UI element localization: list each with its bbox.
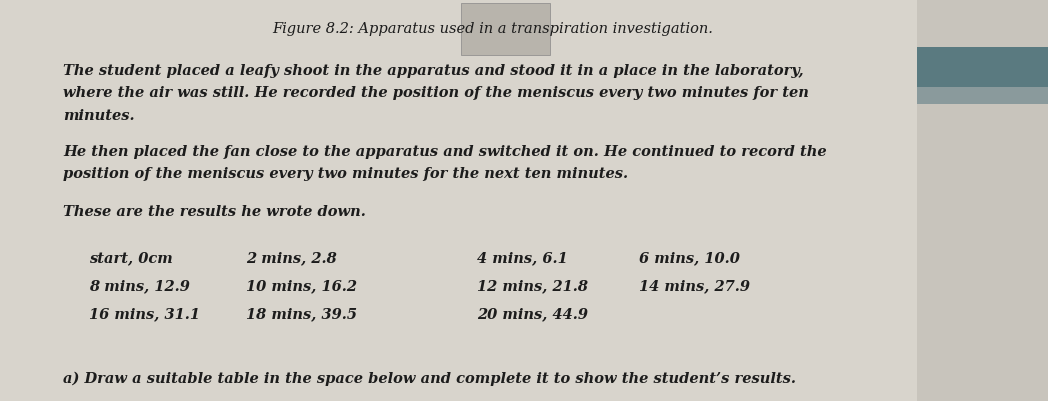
Text: The student placed a leafy shoot in the apparatus and stood it in a place in the: The student placed a leafy shoot in the … [63,64,804,78]
Text: 20 mins, 44.9: 20 mins, 44.9 [477,307,588,321]
Text: 12 mins, 21.8: 12 mins, 21.8 [477,279,588,293]
Text: start, 0cm: start, 0cm [89,251,173,265]
FancyBboxPatch shape [461,4,550,56]
Text: 4 mins, 6.1: 4 mins, 6.1 [477,251,568,265]
FancyBboxPatch shape [917,48,1048,88]
Text: where the air was still. He recorded the position of the meniscus every two minu: where the air was still. He recorded the… [63,86,809,100]
Text: 8 mins, 12.9: 8 mins, 12.9 [89,279,190,293]
Text: These are the results he wrote down.: These are the results he wrote down. [63,205,366,219]
Text: 6 mins, 10.0: 6 mins, 10.0 [639,251,740,265]
Text: 16 mins, 31.1: 16 mins, 31.1 [89,307,200,321]
Text: 2 mins, 2.8: 2 mins, 2.8 [246,251,337,265]
FancyBboxPatch shape [917,88,1048,104]
FancyBboxPatch shape [917,0,1048,401]
Text: He then placed the fan close to the apparatus and switched it on. He continued t: He then placed the fan close to the appa… [63,144,827,158]
Text: position of the meniscus every two minutes for the next ten minutes.: position of the meniscus every two minut… [63,166,628,180]
Text: a) Draw a suitable table in the space below and complete it to show the student’: a) Draw a suitable table in the space be… [63,371,795,385]
Text: minutes.: minutes. [63,108,134,122]
Text: 18 mins, 39.5: 18 mins, 39.5 [246,307,357,321]
Text: 14 mins, 27.9: 14 mins, 27.9 [639,279,750,293]
Text: Figure 8.2: Apparatus used in a transpiration investigation.: Figure 8.2: Apparatus used in a transpir… [272,22,713,36]
Text: 10 mins, 16.2: 10 mins, 16.2 [246,279,357,293]
